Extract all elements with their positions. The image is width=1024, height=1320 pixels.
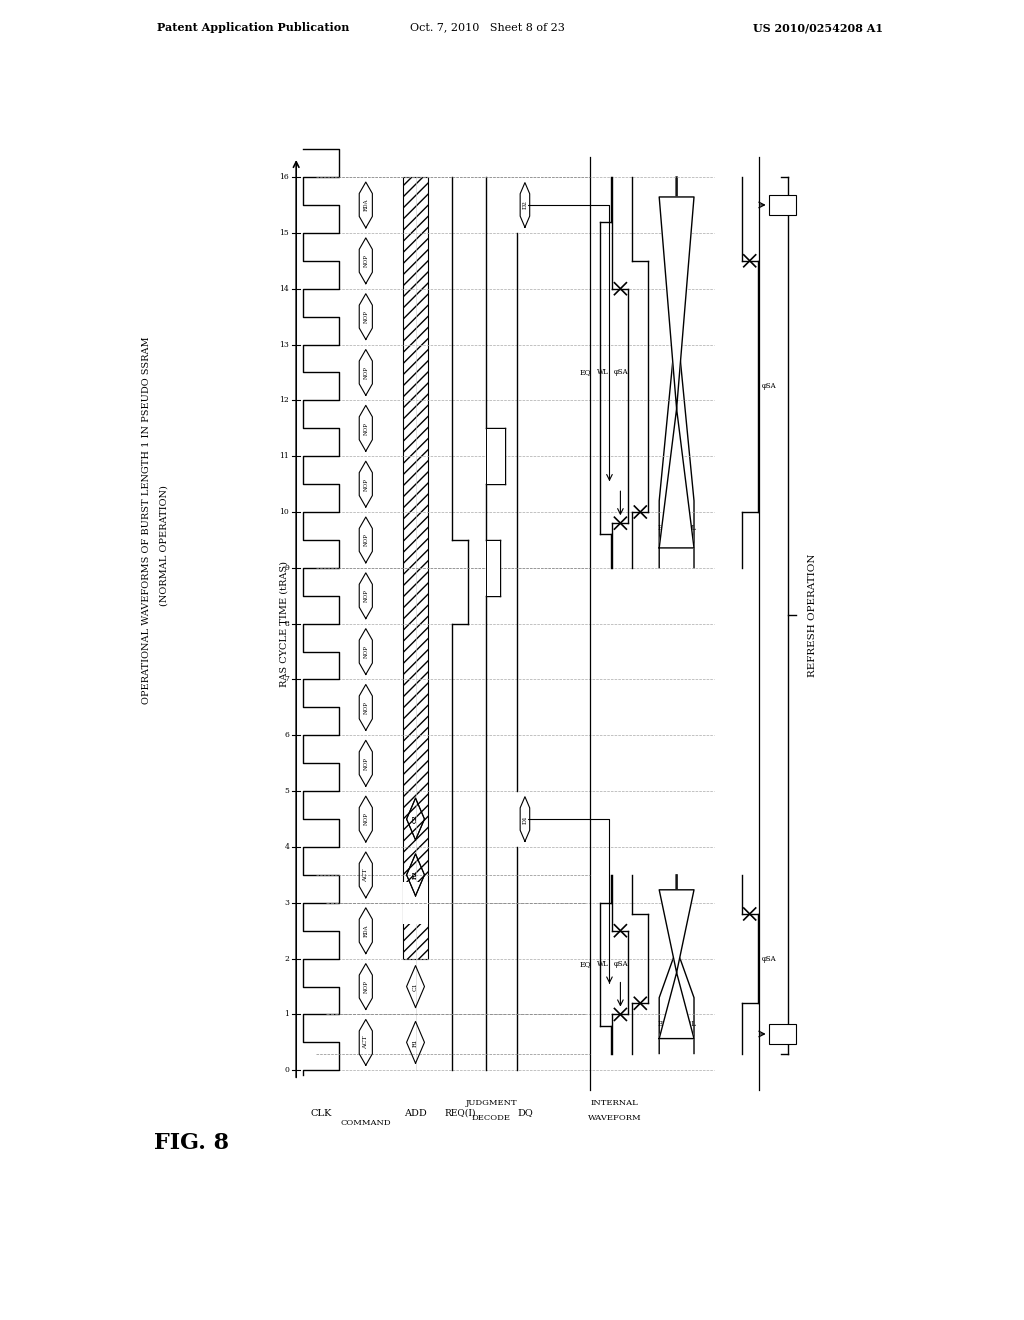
Text: JDG: JDG — [490, 561, 496, 574]
Bar — [402, 177, 428, 958]
Text: NOP: NOP — [364, 422, 369, 434]
Text: WAVEFORM: WAVEFORM — [588, 1114, 641, 1122]
Text: 12: 12 — [280, 396, 289, 404]
Bar — [486, 428, 505, 484]
Bar — [769, 195, 797, 215]
Text: JUDGMENT: JUDGMENT — [465, 1100, 517, 1107]
Text: 14: 14 — [280, 285, 289, 293]
Text: INTERNAL: INTERNAL — [591, 1100, 638, 1107]
Text: NOP: NOP — [364, 366, 369, 379]
Text: 16: 16 — [280, 173, 289, 181]
Text: 11: 11 — [280, 453, 289, 461]
Text: REQ(I): REQ(I) — [444, 1109, 476, 1118]
Text: DECODE: DECODE — [472, 1114, 511, 1122]
Text: 15: 15 — [280, 228, 289, 236]
Polygon shape — [659, 890, 694, 1039]
Text: 4: 4 — [285, 843, 289, 851]
Text: REFRESH OPERATION: REFRESH OPERATION — [808, 553, 817, 677]
Text: /BL: /BL — [684, 1019, 696, 1028]
Bar — [301, 147, 759, 1100]
Text: 5: 5 — [285, 787, 289, 795]
Text: Oct. 7, 2010   Sheet 8 of 23: Oct. 7, 2010 Sheet 8 of 23 — [410, 22, 564, 33]
Text: CL: CL — [777, 201, 787, 209]
Text: NOP: NOP — [364, 589, 369, 602]
Text: EQ: EQ — [580, 960, 592, 968]
Text: 1: 1 — [285, 1010, 289, 1019]
Text: WL: WL — [597, 368, 608, 376]
Text: 9: 9 — [285, 564, 289, 572]
Text: DEC: DEC — [494, 449, 498, 463]
Text: RDA: RDA — [364, 924, 369, 937]
Bar — [769, 1024, 797, 1044]
Bar — [486, 540, 500, 595]
Bar — [402, 882, 428, 924]
Text: NOP: NOP — [364, 533, 369, 546]
Text: BL: BL — [657, 524, 667, 532]
Text: C2: C2 — [413, 814, 418, 824]
Text: Patent Application Publication: Patent Application Publication — [157, 22, 349, 33]
Text: C2: C2 — [413, 814, 418, 824]
Text: NOP: NOP — [364, 478, 369, 491]
Text: 10: 10 — [280, 508, 289, 516]
Text: 7: 7 — [285, 676, 289, 684]
Text: NOP: NOP — [364, 645, 369, 657]
Text: NOP: NOP — [364, 813, 369, 825]
Text: D2: D2 — [522, 201, 527, 210]
Text: WL: WL — [597, 960, 608, 968]
Text: 2: 2 — [285, 954, 289, 962]
Text: DQ: DQ — [517, 1109, 532, 1118]
Text: NOP: NOP — [364, 310, 369, 323]
Text: US 2010/0254208 A1: US 2010/0254208 A1 — [754, 22, 884, 33]
Text: ACT: ACT — [364, 869, 369, 882]
Text: R2: R2 — [413, 871, 418, 879]
Text: /BL: /BL — [684, 524, 696, 532]
Text: φSA: φSA — [613, 368, 629, 376]
Text: φSA: φSA — [762, 954, 776, 962]
Text: CLK: CLK — [310, 1109, 332, 1118]
Text: COMMAND: COMMAND — [341, 1119, 391, 1127]
Text: (NORMAL OPERATION): (NORMAL OPERATION) — [160, 484, 168, 606]
Text: 13: 13 — [280, 341, 289, 348]
Text: RAS CYCLE TIME (tRAS): RAS CYCLE TIME (tRAS) — [280, 561, 289, 686]
Text: EQ: EQ — [580, 368, 592, 376]
Text: C1: C1 — [413, 982, 418, 991]
Text: ADD: ADD — [404, 1109, 427, 1118]
Text: φSA: φSA — [613, 960, 629, 968]
Text: 8: 8 — [285, 619, 289, 627]
Text: R2: R2 — [413, 871, 418, 879]
Text: NOP: NOP — [364, 756, 369, 770]
Text: CL: CL — [777, 1030, 787, 1038]
Text: 3: 3 — [285, 899, 289, 907]
Text: OPERATIONAL WAVEFORMS OF BURST LENGTH 1 IN PSEUDO SSRAM: OPERATIONAL WAVEFORMS OF BURST LENGTH 1 … — [142, 337, 152, 705]
Text: FIG. 8: FIG. 8 — [155, 1133, 229, 1154]
Text: BL: BL — [657, 1019, 667, 1028]
Text: R1: R1 — [413, 1038, 418, 1047]
Text: NOP: NOP — [364, 979, 369, 993]
Text: φSA: φSA — [762, 383, 776, 391]
Text: RDA: RDA — [364, 198, 369, 211]
Text: 6: 6 — [285, 731, 289, 739]
Text: NOP: NOP — [364, 255, 369, 267]
Text: D1: D1 — [522, 814, 527, 824]
Polygon shape — [659, 197, 694, 548]
Text: 0: 0 — [285, 1067, 289, 1074]
Text: NOP: NOP — [364, 701, 369, 714]
Text: ACT: ACT — [364, 1036, 369, 1049]
